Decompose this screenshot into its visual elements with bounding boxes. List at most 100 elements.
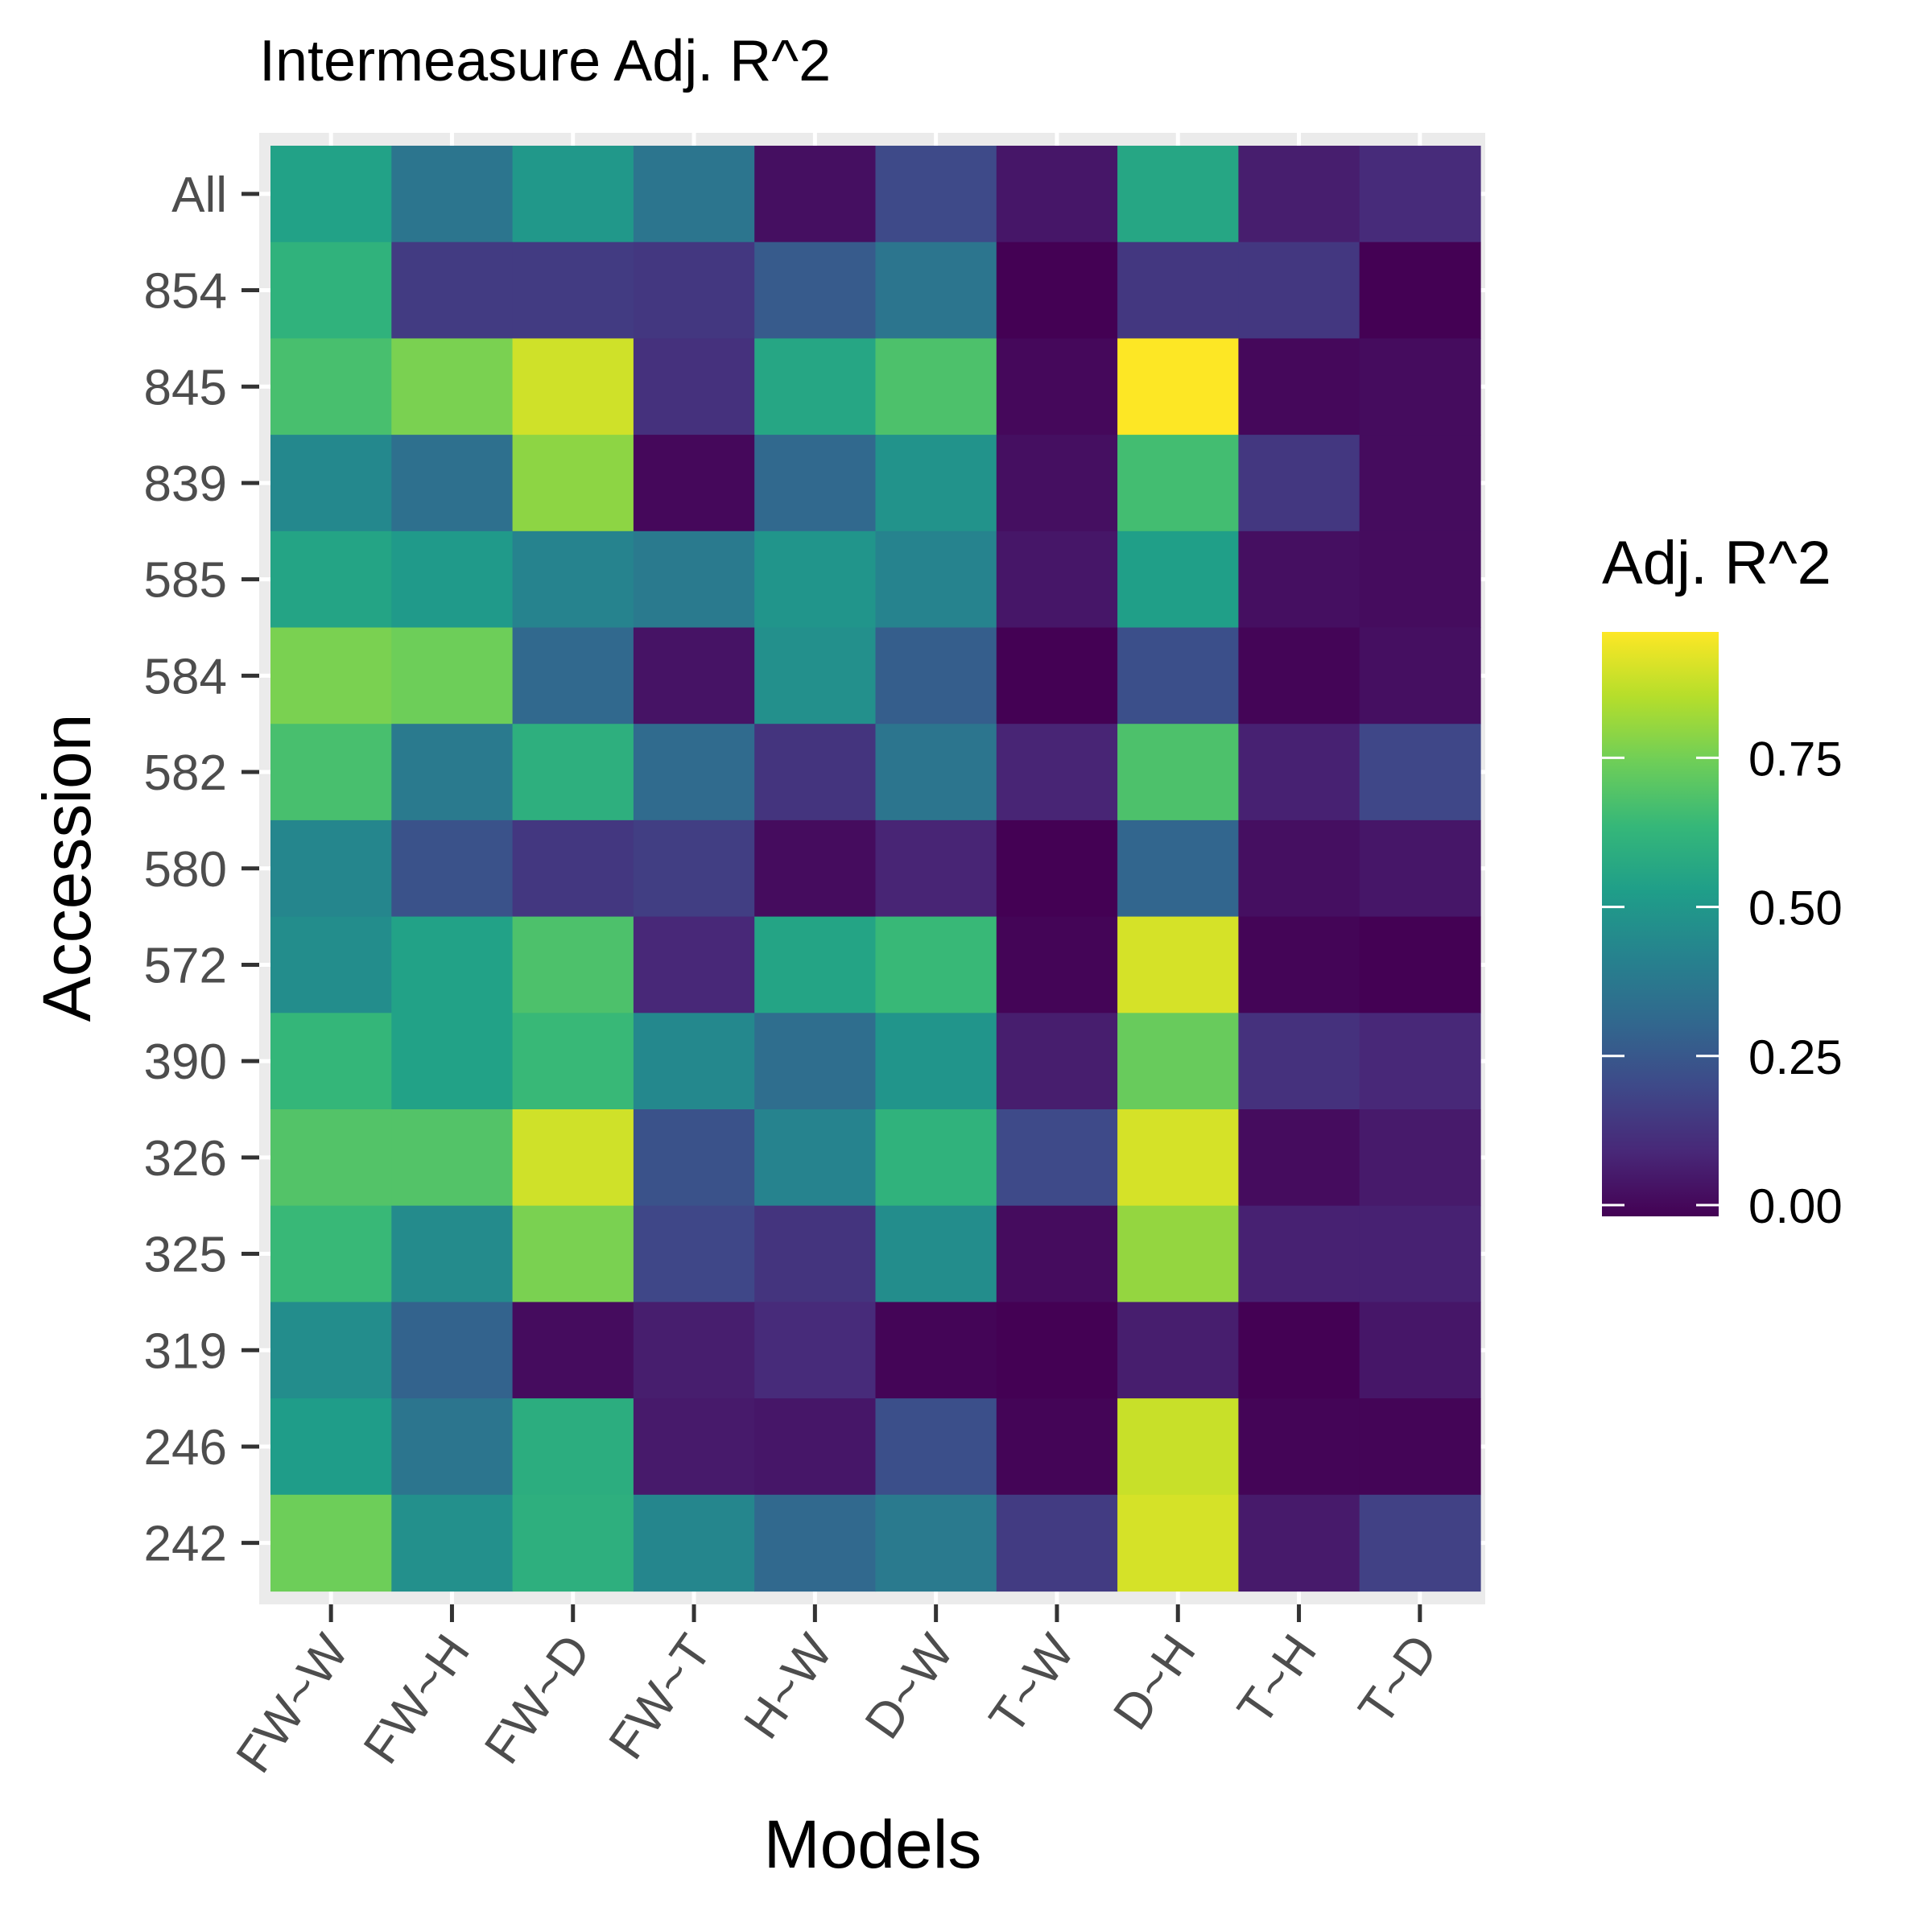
heatmap-cells: [270, 146, 1481, 1592]
heatmap-cell: [1359, 1494, 1481, 1592]
y-tick-label: 582: [144, 745, 227, 801]
heatmap-cell: [875, 530, 997, 629]
heatmap-cell: [1359, 627, 1481, 724]
y-tick-label: All: [171, 167, 227, 223]
legend-tick-label: 0.50: [1748, 881, 1843, 935]
heatmap-cell: [754, 1302, 877, 1399]
heatmap-cell: [1238, 530, 1360, 629]
heatmap-cell: [391, 1205, 514, 1302]
heatmap-cell: [1238, 724, 1360, 821]
y-tick-label: 584: [144, 649, 227, 704]
heatmap-cell: [996, 338, 1118, 436]
heatmap-cell: [1359, 724, 1481, 821]
colorbar: [1602, 632, 1719, 1216]
heatmap-cell: [1117, 1013, 1239, 1110]
heatmap-cell: [633, 146, 755, 243]
heatmap-cell: [512, 1398, 634, 1496]
heatmap-cell: [875, 1205, 997, 1302]
heatmap-cell: [1117, 1302, 1239, 1399]
heatmap-cell: [1238, 338, 1360, 436]
y-axis: All 854 845 839 585 584 582 580 572 390 326 325 319 2…: [144, 167, 259, 1572]
heatmap-cell: [391, 819, 514, 918]
heatmap-cell: [875, 242, 997, 339]
x-axis-title: Models: [764, 1806, 982, 1882]
heatmap-cell: [996, 1398, 1118, 1496]
heatmap-cell: [1238, 1109, 1360, 1207]
heatmap-cell: [391, 627, 514, 724]
heatmap-cell: [270, 530, 392, 629]
heatmap-cell: [633, 724, 755, 821]
heatmap-cell: [512, 1013, 634, 1110]
heatmap-cell: [270, 916, 392, 1013]
heatmap-cell: [1359, 1109, 1481, 1207]
heatmap-cell: [996, 530, 1118, 629]
heatmap-cell: [875, 146, 997, 243]
heatmap-cell: [512, 1205, 634, 1302]
heatmap-cell: [754, 819, 877, 918]
x-tick-label: H~W: [733, 1624, 844, 1748]
heatmap-cell: [754, 627, 877, 724]
x-tick-label: T~D: [1348, 1624, 1449, 1735]
heatmap-cell: [391, 916, 514, 1013]
heatmap-cell: [1359, 242, 1481, 339]
heatmap-cell: [754, 1013, 877, 1110]
legend-tick-label: 0.25: [1748, 1030, 1843, 1084]
heatmap-cell: [754, 1494, 877, 1592]
heatmap-cell: [875, 338, 997, 436]
heatmap-cell: [633, 435, 755, 532]
y-tick-label: 326: [144, 1131, 227, 1187]
heatmap-cell: [1117, 338, 1239, 436]
heatmap-cell: [633, 530, 755, 629]
heatmap-cell: [996, 1013, 1118, 1110]
heatmap-cell: [996, 724, 1118, 821]
heatmap-cell: [1238, 1398, 1360, 1496]
x-tick-label: FW~D: [474, 1624, 601, 1773]
heatmap-cell: [1117, 1494, 1239, 1592]
heatmap-cell: [754, 338, 877, 436]
heatmap-cell: [633, 1109, 755, 1207]
heatmap-cell: [1238, 819, 1360, 918]
heatmap-cell: [270, 819, 392, 918]
heatmap-cell: [633, 819, 755, 918]
heatmap-cell: [1117, 435, 1239, 532]
heatmap-cell: [1238, 242, 1360, 339]
heatmap-cell: [512, 146, 634, 243]
heatmap-cell: [633, 1013, 755, 1110]
heatmap-cell: [512, 530, 634, 629]
heatmap-cell: [391, 338, 514, 436]
heatmap-cell: [633, 1494, 755, 1592]
heatmap-cell: [270, 1494, 392, 1592]
heatmap-cell: [1359, 146, 1481, 243]
y-tick-label: 572: [144, 938, 227, 993]
heatmap-cell: [391, 724, 514, 821]
heatmap-cell: [1359, 1205, 1481, 1302]
x-tick-label: T~H: [1227, 1624, 1327, 1735]
heatmap-cell: [875, 724, 997, 821]
heatmap-cell: [996, 1109, 1118, 1207]
x-tick-label: FW~H: [353, 1624, 481, 1773]
heatmap-cell: [270, 724, 392, 821]
legend-tick-label: 0.00: [1748, 1179, 1843, 1233]
heatmap-cell: [1117, 916, 1239, 1013]
heatmap-cell: [1359, 435, 1481, 532]
y-tick-label: 246: [144, 1420, 227, 1476]
heatmap-cell: [1238, 1302, 1360, 1399]
y-tick-label: 325: [144, 1228, 227, 1283]
heatmap-cell: [1359, 530, 1481, 629]
heatmap-cell: [754, 146, 877, 243]
heatmap-cell: [996, 1494, 1118, 1592]
heatmap-cell: [875, 1013, 997, 1110]
heatmap-cell: [512, 1109, 634, 1207]
heatmap-cell: [633, 1205, 755, 1302]
heatmap-cell: [1238, 1013, 1360, 1110]
heatmap-cell: [270, 242, 392, 339]
heatmap-cell: [1359, 338, 1481, 436]
heatmap-cell: [512, 819, 634, 918]
y-tick-label: 580: [144, 842, 227, 898]
heatmap-cell: [875, 819, 997, 918]
heatmap-cell: [512, 916, 634, 1013]
heatmap-cell: [512, 242, 634, 339]
heatmap-cell: [1238, 146, 1360, 243]
heatmap-cell: [270, 1109, 392, 1207]
heatmap-cell: [875, 435, 997, 532]
